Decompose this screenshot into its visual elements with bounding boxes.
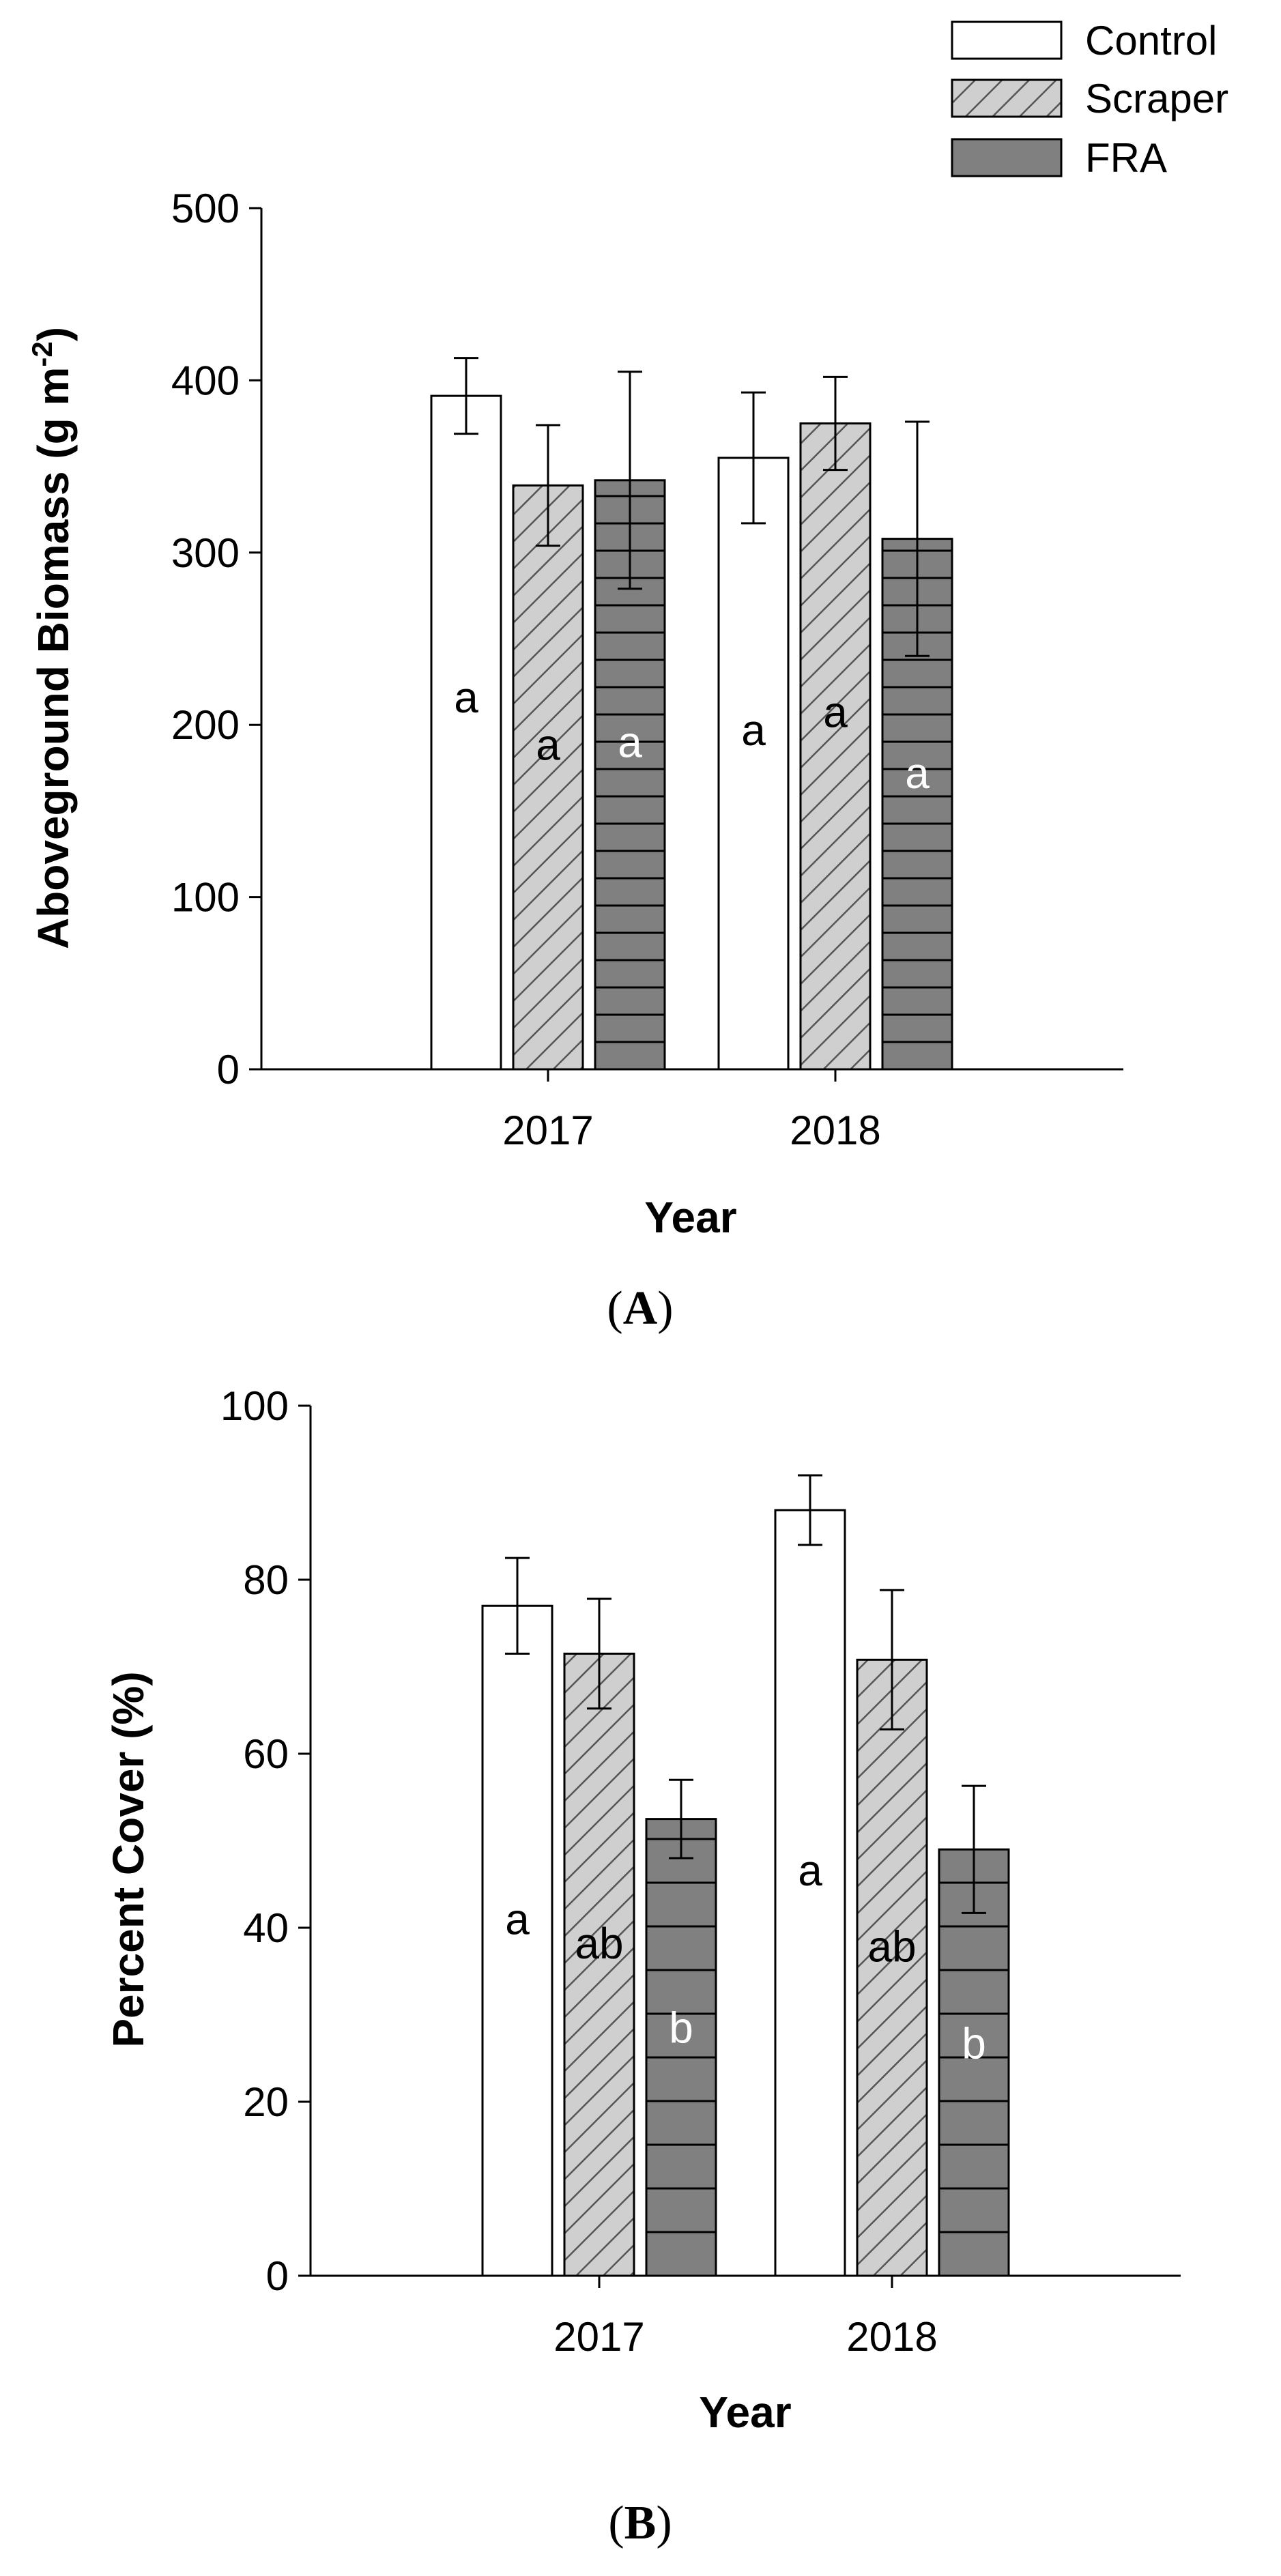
chart-a-x-tick-label: 2018	[790, 1108, 880, 1153]
chart-b-bar-letter: ab	[575, 1919, 623, 1968]
chart-b-y-axis-title: Percent Cover (%)	[104, 1671, 153, 2047]
chart-a-y-tick-label: 300	[171, 530, 240, 576]
legend-label-control: Control	[1085, 18, 1217, 63]
chart-a-bar-letter: a	[823, 687, 848, 736]
chart-a-panel-label: (A)	[607, 1282, 673, 1335]
legend-swatch-control	[951, 20, 1063, 60]
legend: Control Scraper FRA	[951, 18, 1228, 181]
chart-b-bar-fra-2018	[938, 1848, 1010, 2277]
chart-b-bar-letter: a	[505, 1894, 530, 1943]
chart-b-y-tick-label: 60	[243, 1731, 289, 1777]
legend-label-fra: FRA	[1085, 135, 1167, 181]
chart-a-y-axis-title-sup: -2	[26, 341, 58, 366]
chart-a-panel-letter: A	[623, 1282, 658, 1335]
chart-b-y-tick-label: 40	[243, 1905, 289, 1951]
chart-a-bar-scraper-2017	[512, 484, 584, 1071]
chart-panel-a: 0 100 200 300 400 500 2017 a a a 2018 a a a Year Abov…	[26, 186, 1123, 1335]
chart-a-bar-scraper-2018	[799, 422, 872, 1071]
chart-b-y-tick-label: 80	[243, 1557, 289, 1603]
chart-a-x-tick-label: 2017	[502, 1108, 593, 1153]
chart-b-bar-control-2018	[774, 1509, 846, 2277]
chart-b-bar-letter: b	[669, 2003, 693, 2053]
chart-a-bar-letter: a	[536, 721, 560, 770]
chart-a-y-tick-label: 0	[217, 1047, 240, 1092]
chart-a-y-tick-label: 100	[171, 875, 240, 921]
legend-swatch-fra	[951, 138, 1063, 177]
legend-label-scraper: Scraper	[1085, 76, 1228, 121]
chart-b-y-tick-label: 0	[266, 2253, 289, 2299]
chart-b-bar-letter: a	[798, 1846, 822, 1895]
chart-a-bar-control-2017	[430, 394, 502, 1071]
chart-a-y-tick-label: 500	[171, 186, 240, 231]
chart-a-bar-letter: a	[905, 749, 930, 798]
legend-swatch-scraper	[951, 78, 1063, 118]
chart-b-x-axis-title: Year	[699, 2388, 791, 2437]
chart-b-x-tick-label: 2018	[846, 2314, 937, 2360]
chart-a-y-axis-title: Aboveground Biomass (g m-2)	[26, 327, 78, 949]
chart-b-bar-control-2017	[481, 1604, 553, 2277]
chart-b-y-tick-label: 100	[220, 1383, 289, 1429]
chart-a-y-axis-title-end: )	[29, 327, 78, 341]
chart-a-bar-letter: a	[618, 717, 642, 766]
chart-a-bar-letter: a	[741, 706, 766, 755]
chart-a-bar-letter: a	[454, 673, 478, 722]
chart-b-panel-letter: B	[624, 2497, 657, 2549]
chart-b-bar-scraper-2017	[563, 1652, 635, 2277]
chart-a-y-axis-title-main: Aboveground Biomass (g m	[29, 367, 78, 949]
chart-b-panel-label: (B)	[608, 2497, 672, 2549]
chart-b-x-tick-label: 2017	[553, 2314, 644, 2360]
chart-b-y-tick-label: 20	[243, 2079, 289, 2125]
chart-b-bar-fra-2017	[645, 1818, 717, 2277]
chart-b-bar-letter: ab	[867, 1922, 916, 1971]
chart-a-y-tick-label: 400	[171, 358, 240, 403]
chart-a-y-tick-label: 200	[171, 702, 240, 748]
chart-b-bar-scraper-2018	[856, 1658, 928, 2277]
chart-a-x-axis-title: Year	[644, 1193, 736, 1242]
chart-b-bar-letter: b	[962, 2018, 986, 2068]
chart-a-bar-control-2018	[717, 457, 790, 1071]
